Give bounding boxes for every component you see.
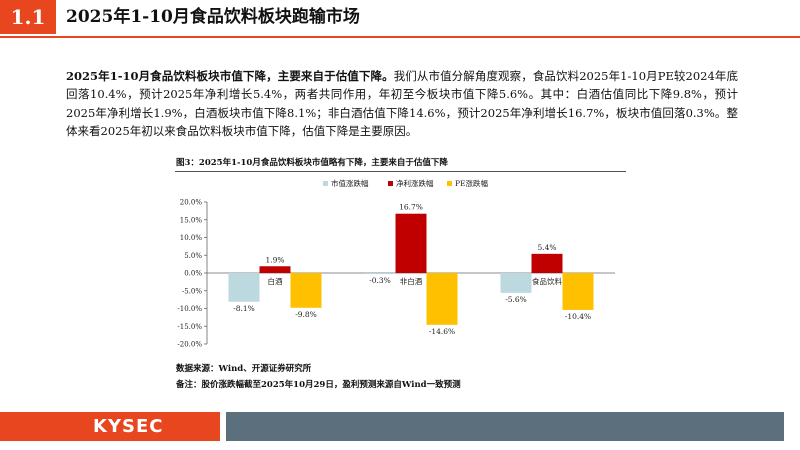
y-tick-label: 20.0% — [180, 199, 203, 207]
section-header: 1.1 2025年1-10月食品饮料板块跑输市场 — [0, 0, 800, 34]
section-title: 2025年1-10月食品饮料板块跑输市场 — [66, 7, 360, 27]
bar — [228, 273, 260, 302]
legend-label: 净利涨跌幅 — [396, 178, 434, 188]
legend-swatch — [388, 181, 393, 186]
bar — [562, 273, 594, 310]
y-tick-label: -15.0% — [177, 323, 202, 331]
data-label: -14.6% — [429, 327, 455, 336]
kysec-logo: KYSEC — [93, 416, 164, 437]
data-label: -9.8% — [295, 310, 317, 319]
legend-swatch — [323, 181, 328, 186]
y-tick-label: 0.0% — [184, 270, 202, 278]
figure-title: 图3：2025年1-10月食品饮料板块市值略有下降，主要来自于估值下降 — [176, 158, 448, 168]
legend-swatch — [447, 181, 452, 186]
figure-divider — [175, 171, 626, 172]
bar — [259, 266, 291, 273]
y-tick-label: 10.0% — [180, 234, 203, 242]
data-label: -10.4% — [565, 312, 591, 321]
category-label: 白酒 — [268, 276, 283, 286]
data-label: -5.6% — [505, 295, 527, 304]
data-label: 1.9% — [265, 255, 284, 264]
bar — [426, 273, 458, 325]
footer-brand-bar — [0, 412, 220, 441]
paragraph-lead: 2025年1-10月食品饮料板块市值下降，主要来自于估值下降。 — [66, 69, 394, 83]
y-tick-label: 15.0% — [180, 216, 203, 224]
category-label: 非白酒 — [400, 276, 423, 286]
data-label: -0.3% — [369, 276, 391, 285]
data-source: 数据来源：Wind、开源证券研究所 — [176, 364, 312, 374]
category-label: 食品饮料 — [532, 276, 562, 286]
footer-bar — [226, 412, 784, 441]
y-tick-label: -5.0% — [182, 287, 202, 295]
bar — [531, 253, 563, 273]
section-number: 1.1 — [0, 0, 56, 34]
figure-note: 备注：股价涨跌幅截至2025年10月29日，盈利预测来源自Wind一致预测 — [176, 380, 461, 390]
legend-label: 市值涨跌幅 — [331, 178, 369, 188]
y-tick-label: -20.0% — [177, 341, 202, 349]
y-tick-label: -10.0% — [177, 305, 202, 313]
data-label: 16.7% — [399, 203, 423, 212]
y-tick-label: 5.0% — [184, 252, 202, 260]
bar — [364, 273, 396, 275]
data-label: 5.4% — [537, 243, 556, 252]
data-label: -8.1% — [233, 304, 255, 313]
summary-paragraph: 2025年1-10月食品饮料板块市值下降，主要来自于估值下降。我们从市值分解角度… — [66, 67, 738, 141]
bar — [500, 273, 532, 293]
bar — [395, 213, 427, 273]
legend-label: PE涨跌幅 — [455, 178, 489, 188]
bar-chart: 市值涨跌幅 净利涨跌幅 PE涨跌幅 20.0% 15.0% 10.0% 5.0% 0.0% -5… — [177, 178, 615, 349]
paragraph-body: 我们从市值分解角度观察，食品饮料2025年1-10月PE较2024年底回落10.… — [66, 69, 738, 139]
header-divider — [0, 36, 800, 38]
bar — [290, 273, 322, 308]
